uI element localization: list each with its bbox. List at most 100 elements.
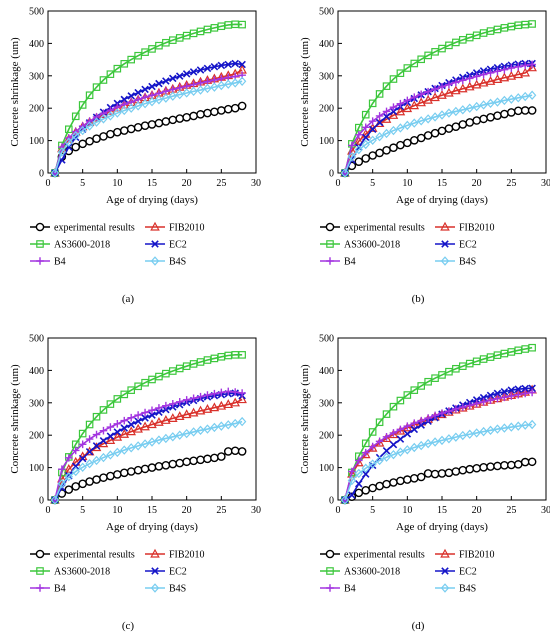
- data-point: [368, 442, 377, 451]
- data-point: [416, 97, 427, 107]
- data-point: [472, 463, 481, 473]
- series-group: [50, 76, 247, 178]
- data-point: [395, 106, 406, 116]
- data-point: [140, 121, 150, 130]
- data-point: [444, 434, 454, 444]
- data-point: [99, 452, 108, 463]
- data-point: [430, 128, 440, 138]
- data-point: [361, 123, 370, 132]
- data-point: [189, 394, 198, 403]
- data-point: [147, 120, 157, 129]
- data-point: [147, 437, 157, 447]
- legend-item: EC2: [435, 567, 477, 578]
- data-point: [361, 133, 370, 142]
- legend-marker: [325, 222, 335, 232]
- data-point: [348, 141, 356, 150]
- data-point: [168, 91, 178, 101]
- data-point: [416, 440, 426, 451]
- data-point: [141, 414, 149, 422]
- data-point: [203, 83, 212, 94]
- data-point: [106, 400, 115, 408]
- legend-label: B4S: [169, 584, 186, 595]
- data-point: [382, 479, 391, 489]
- data-point: [237, 76, 247, 87]
- data-point: [521, 389, 529, 398]
- legend-item: AS3600-2018: [320, 240, 400, 251]
- y-tick-label: 500: [29, 334, 44, 345]
- x-tick-label: 25: [216, 178, 226, 189]
- data-point: [120, 95, 129, 104]
- data-point: [514, 62, 523, 71]
- y-tick-label: 500: [319, 334, 334, 345]
- data-point: [444, 108, 454, 118]
- legend-marker: [440, 548, 450, 558]
- data-point: [340, 168, 350, 178]
- y-tick-label: 400: [319, 39, 334, 50]
- data-point: [361, 110, 370, 119]
- data-point: [423, 469, 433, 478]
- data-point: [134, 88, 142, 97]
- data-point: [85, 121, 94, 131]
- data-point: [375, 455, 384, 466]
- data-point: [486, 391, 495, 400]
- y-tick-label: 400: [29, 366, 44, 377]
- legend-label: AS3600-2018: [54, 240, 110, 251]
- data-point: [71, 462, 80, 471]
- data-point: [424, 87, 432, 96]
- data-point: [174, 411, 185, 421]
- legend-item: B4: [30, 584, 66, 595]
- x-tick-label: 0: [46, 178, 51, 189]
- series-group: [341, 60, 536, 177]
- data-point: [50, 495, 60, 505]
- data-point: [431, 85, 439, 93]
- x-tick-label: 5: [80, 505, 85, 516]
- data-point: [148, 82, 156, 91]
- data-point: [189, 68, 198, 76]
- data-point: [119, 428, 130, 438]
- data-point: [500, 109, 509, 119]
- legend-item: B4: [320, 584, 356, 595]
- data-point: [354, 144, 364, 155]
- legend-item: FIB2010: [145, 221, 205, 234]
- legend-marker: [35, 549, 45, 559]
- data-point: [396, 476, 405, 486]
- data-point: [521, 61, 529, 70]
- legend-label: B4S: [459, 584, 476, 595]
- legend-marker: [151, 567, 159, 575]
- data-point: [71, 446, 80, 455]
- data-point: [403, 391, 412, 399]
- y-tick-label: 0: [39, 169, 44, 180]
- data-point: [162, 405, 170, 414]
- legend-label: experimental results: [54, 223, 135, 234]
- data-point: [71, 466, 80, 477]
- x-tick-label: 0: [336, 505, 341, 516]
- data-point: [182, 428, 191, 439]
- y-tick-label: 500: [319, 7, 334, 18]
- legend-label: EC2: [459, 567, 477, 578]
- data-point: [210, 62, 219, 71]
- data-point: [196, 85, 205, 95]
- data-point: [528, 343, 536, 352]
- data-point: [106, 129, 115, 139]
- data-point: [167, 413, 178, 422]
- data-point: [127, 413, 135, 422]
- data-point: [472, 101, 481, 112]
- data-point: [189, 111, 198, 121]
- data-point: [210, 389, 219, 398]
- data-point: [389, 478, 398, 487]
- data-point: [507, 64, 516, 72]
- legend-label: B4S: [459, 257, 476, 268]
- data-point: [375, 90, 384, 98]
- x-tick-label: 0: [46, 505, 51, 516]
- data-point: [451, 432, 461, 442]
- series-line: [344, 63, 533, 174]
- data-point: [410, 442, 419, 453]
- data-point: [353, 135, 364, 145]
- data-point: [155, 404, 163, 412]
- data-point: [520, 420, 530, 430]
- y-tick-label: 400: [319, 366, 334, 377]
- data-point: [403, 138, 412, 148]
- series-group: [340, 419, 537, 505]
- data-point: [403, 120, 412, 131]
